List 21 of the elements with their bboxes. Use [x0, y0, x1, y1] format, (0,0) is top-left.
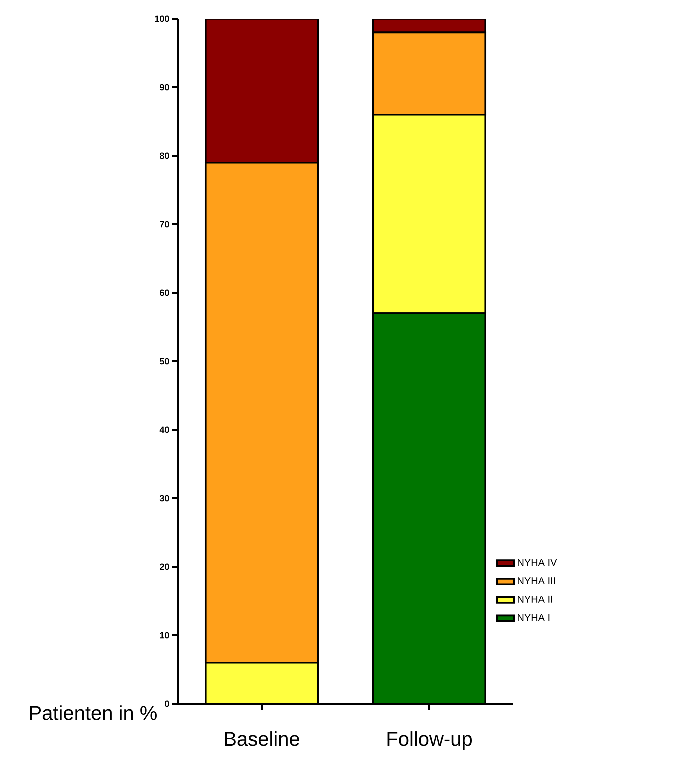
y-tick-label: 80: [160, 152, 170, 160]
y-tick-label: 50: [160, 358, 170, 365]
bar: [204, 662, 320, 704]
legend-label: NYHA I: [518, 614, 550, 622]
y-tick-label: 60: [160, 290, 170, 296]
legend-label: NYHA III: [518, 578, 556, 584]
y-tick-label: 10: [160, 632, 170, 639]
bar: [204, 18, 320, 164]
bar: [372, 114, 487, 314]
y-tick-label: 100: [155, 16, 170, 22]
y-tick-label: 30: [160, 495, 170, 502]
y-tick-label: 90: [160, 84, 170, 91]
x-tick-label: Baseline: [225, 732, 300, 746]
y-tick-label: 0: [165, 700, 170, 708]
y-axis-title: Patienten in %: [30, 706, 157, 720]
legend-label: NYHA IV: [518, 559, 558, 566]
y-tick-label: 40: [160, 426, 170, 434]
y-tick-label: 70: [160, 221, 170, 228]
y-tick-label: 20: [160, 564, 170, 570]
legend-label: NYHA II: [518, 596, 552, 603]
x-tick-label: Follow-up: [388, 732, 472, 750]
